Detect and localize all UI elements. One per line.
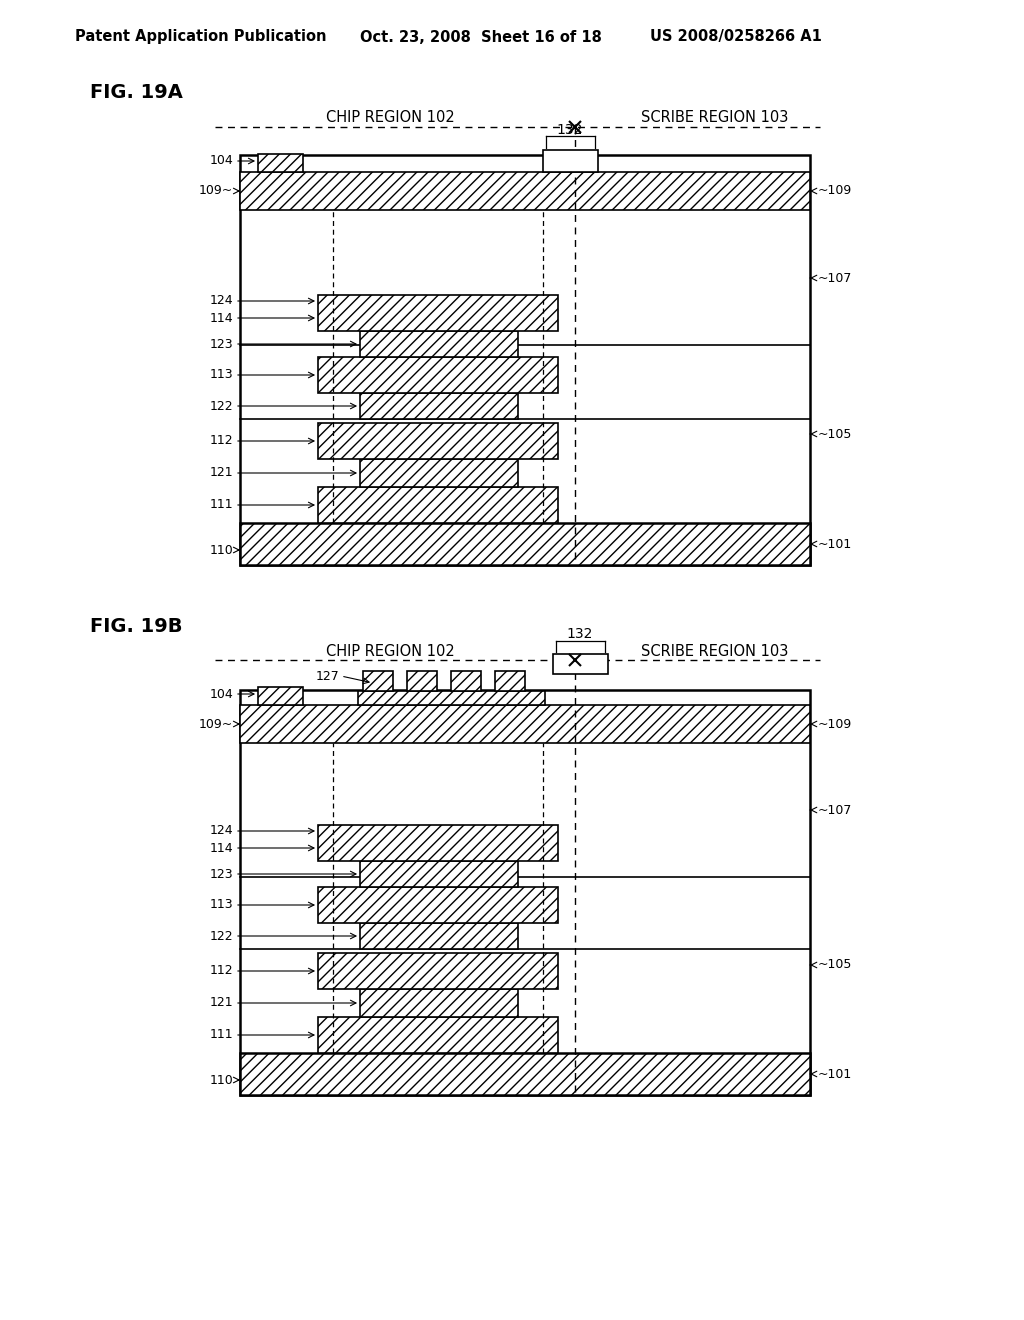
Text: 104: 104 <box>209 154 233 168</box>
Text: CHIP REGION 102: CHIP REGION 102 <box>326 644 455 659</box>
Bar <box>240 1053 810 1096</box>
Bar <box>362 671 393 690</box>
Text: ~105: ~105 <box>818 428 852 441</box>
Bar <box>360 331 518 356</box>
Bar <box>240 705 810 743</box>
Bar <box>318 825 558 861</box>
Text: 124: 124 <box>209 825 233 837</box>
Bar <box>360 989 518 1016</box>
Text: 114: 114 <box>209 312 233 325</box>
Text: FIG. 19B: FIG. 19B <box>90 618 182 636</box>
Bar <box>258 686 303 705</box>
Text: 104: 104 <box>209 688 233 701</box>
Bar <box>318 356 558 393</box>
Bar <box>240 154 810 565</box>
Bar <box>318 487 558 523</box>
Text: 127: 127 <box>315 669 339 682</box>
Text: 132: 132 <box>557 123 584 137</box>
Text: 124: 124 <box>209 294 233 308</box>
Text: ~109: ~109 <box>818 185 852 198</box>
Bar <box>358 690 545 705</box>
Bar <box>451 671 481 690</box>
Bar <box>318 953 558 989</box>
Text: 121: 121 <box>209 997 233 1010</box>
Text: FIG. 19A: FIG. 19A <box>90 82 183 102</box>
Text: 122: 122 <box>209 400 233 412</box>
Text: SCRIBE REGION 103: SCRIBE REGION 103 <box>641 644 788 659</box>
Text: 111: 111 <box>209 499 233 511</box>
Text: 132: 132 <box>567 627 593 642</box>
Text: ~101: ~101 <box>818 537 852 550</box>
Text: 121: 121 <box>209 466 233 479</box>
Text: 112: 112 <box>209 434 233 447</box>
Text: 110: 110 <box>209 544 233 557</box>
Text: US 2008/0258266 A1: US 2008/0258266 A1 <box>650 29 822 45</box>
Bar <box>543 150 598 172</box>
Text: ~101: ~101 <box>818 1068 852 1081</box>
Text: ~107: ~107 <box>818 804 852 817</box>
Bar <box>360 923 518 949</box>
Bar <box>318 422 558 459</box>
Bar <box>240 172 810 210</box>
Text: ~107: ~107 <box>818 272 852 285</box>
Text: ~109: ~109 <box>818 718 852 730</box>
Text: 113: 113 <box>209 899 233 912</box>
Bar <box>318 887 558 923</box>
Text: 110: 110 <box>209 1073 233 1086</box>
Bar <box>360 861 518 887</box>
Text: SCRIBE REGION 103: SCRIBE REGION 103 <box>641 111 788 125</box>
Bar <box>318 1016 558 1053</box>
Text: 113: 113 <box>209 368 233 381</box>
Text: 112: 112 <box>209 965 233 978</box>
Bar <box>553 653 608 675</box>
Text: 114: 114 <box>209 842 233 854</box>
Bar <box>240 690 810 1096</box>
Bar <box>360 393 518 418</box>
Text: 111: 111 <box>209 1028 233 1041</box>
Text: 122: 122 <box>209 929 233 942</box>
Bar <box>318 294 558 331</box>
Text: ~105: ~105 <box>818 958 852 972</box>
Text: CHIP REGION 102: CHIP REGION 102 <box>326 111 455 125</box>
Bar <box>258 154 303 172</box>
Text: Oct. 23, 2008  Sheet 16 of 18: Oct. 23, 2008 Sheet 16 of 18 <box>360 29 602 45</box>
Bar <box>360 459 518 487</box>
Text: 123: 123 <box>209 867 233 880</box>
Bar <box>407 671 437 690</box>
Bar <box>495 671 525 690</box>
Text: 123: 123 <box>209 338 233 351</box>
Text: 109~: 109~ <box>199 718 233 730</box>
Text: Patent Application Publication: Patent Application Publication <box>75 29 327 45</box>
Bar <box>240 523 810 565</box>
Text: 109~: 109~ <box>199 185 233 198</box>
